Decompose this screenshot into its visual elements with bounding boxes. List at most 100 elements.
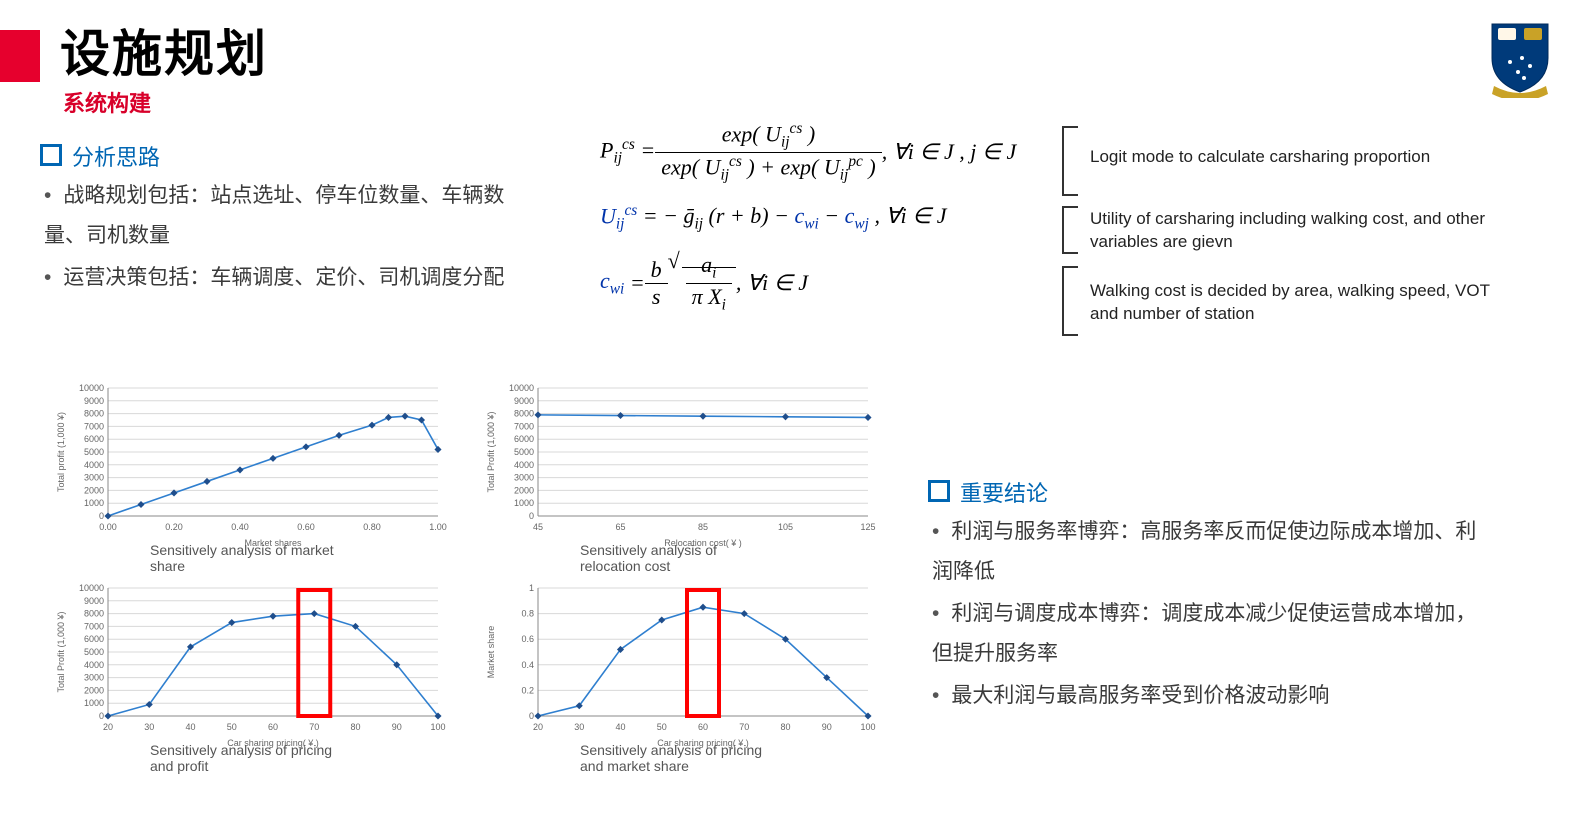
svg-text:0.6: 0.6 [521,634,534,644]
svg-text:50: 50 [227,722,237,732]
svg-text:Total Profit (1,000 ¥): Total Profit (1,000 ¥) [56,611,66,692]
svg-text:0.4: 0.4 [521,660,534,670]
chart-relocation-cost: 0 1000 2000 3000 4000 5000 6000 7000 8000 9000 100… [480,380,880,570]
formula-explain-2: Utility of carsharing including walking … [1090,208,1510,254]
svg-text:125: 125 [860,522,875,532]
svg-text:0: 0 [529,711,534,721]
svg-text:5000: 5000 [84,647,104,657]
formula-1: Pijcs = exp( Uijcs ) exp( Uijcs ) + exp(… [600,120,1060,184]
list-item: 利润与调度成本博弈：调度成本减少促使运营成本增加，但提升服务率 [932,594,1492,674]
svg-text:3000: 3000 [84,473,104,483]
svg-text:6000: 6000 [514,434,534,444]
svg-text:0.20: 0.20 [165,522,183,532]
accent-bar [0,30,40,82]
chart-pricing-profit: 0 1000 2000 3000 4000 5000 6000 7000 8000 9000 100… [50,580,450,770]
svg-text:1000: 1000 [84,698,104,708]
svg-text:0: 0 [99,711,104,721]
svg-text:8000: 8000 [84,409,104,419]
analysis-bullets: 战略规划包括：站点选址、停车位数量、车辆数量、司机数量 运营决策包括：车辆调度、… [44,176,524,300]
chart-market-share: 0 1000 2000 3000 4000 5000 6000 7000 8000 9000 100… [50,380,450,570]
svg-text:100: 100 [860,722,875,732]
svg-text:1: 1 [529,583,534,593]
svg-text:5000: 5000 [514,447,534,457]
list-item: 利润与服务率博弈：高服务率反而促使边际成本增加、利润降低 [932,512,1492,592]
svg-text:60: 60 [268,722,278,732]
svg-text:3000: 3000 [84,673,104,683]
svg-text:105: 105 [778,522,793,532]
bullet-square-icon [928,480,950,502]
svg-text:65: 65 [615,522,625,532]
svg-text:5000: 5000 [84,447,104,457]
svg-text:50: 50 [657,722,667,732]
formula-explain-1: Logit mode to calculate carsharing propo… [1090,146,1510,169]
svg-text:90: 90 [392,722,402,732]
svg-text:6000: 6000 [84,434,104,444]
svg-text:0.2: 0.2 [521,685,534,695]
bullet-square-icon [40,144,62,166]
formula-3: cwi = bs √ aiπ Xi , ∀i ∈ J [600,252,1060,314]
svg-text:0.8: 0.8 [521,609,534,619]
section-heading-analysis: 分析思路 [40,140,160,172]
svg-text:8000: 8000 [514,409,534,419]
svg-text:45: 45 [533,522,543,532]
svg-text:10000: 10000 [79,383,104,393]
svg-text:0: 0 [99,511,104,521]
svg-text:8000: 8000 [84,609,104,619]
svg-text:30: 30 [144,722,154,732]
svg-text:90: 90 [822,722,832,732]
svg-text:4000: 4000 [514,460,534,470]
page-subtitle: 系统构建 [63,86,151,118]
svg-text:3000: 3000 [514,473,534,483]
bracket-icon [1062,206,1078,254]
svg-text:4000: 4000 [84,660,104,670]
svg-text:2000: 2000 [84,685,104,695]
svg-text:20: 20 [103,722,113,732]
svg-text:9000: 9000 [84,396,104,406]
svg-text:Total profit (1,000 ¥): Total profit (1,000 ¥) [56,412,66,492]
chart-pricing-share: 00.20.40.60.812030405060708090100Car sha… [480,580,880,770]
svg-text:7000: 7000 [84,421,104,431]
conclusion-bullets: 利润与服务率博弈：高服务率反而促使边际成本增加、利润降低 利润与调度成本博弈：调… [932,512,1492,717]
svg-text:0.80: 0.80 [363,522,381,532]
svg-text:85: 85 [698,522,708,532]
formula-block: Pijcs = exp( Uijcs ) exp( Uijcs ) + exp(… [600,120,1060,332]
svg-text:0: 0 [529,511,534,521]
svg-text:9000: 9000 [84,596,104,606]
svg-text:30: 30 [574,722,584,732]
svg-text:2000: 2000 [84,485,104,495]
svg-text:40: 40 [185,722,195,732]
list-item: 最大利润与最高服务率受到价格波动影响 [932,676,1492,716]
svg-text:0.60: 0.60 [297,522,315,532]
university-crest-icon [1488,20,1552,98]
svg-text:2000: 2000 [514,485,534,495]
formula-explain-3: Walking cost is decided by area, walking… [1090,280,1510,326]
bracket-icon [1062,126,1078,196]
svg-text:6000: 6000 [84,634,104,644]
svg-text:7000: 7000 [514,421,534,431]
svg-text:70: 70 [739,722,749,732]
page-title: 设施规划 [60,14,268,86]
svg-text:80: 80 [780,722,790,732]
formula-2: Uijcs = − ḡij (r + b) − cwi − cwj , ∀i ∈… [600,202,1060,234]
charts-grid: 0100020003000400050006000700080009000100… [50,380,880,770]
svg-text:Market share: Market share [486,626,496,679]
svg-text:0.40: 0.40 [231,522,249,532]
svg-text:4000: 4000 [84,460,104,470]
svg-text:10000: 10000 [509,383,534,393]
section-heading-conclusions: 重要结论 [928,476,1048,508]
svg-text:40: 40 [615,722,625,732]
svg-text:60: 60 [698,722,708,732]
svg-text:7000: 7000 [84,621,104,631]
svg-text:20: 20 [533,722,543,732]
svg-text:1.00: 1.00 [429,522,447,532]
svg-text:70: 70 [309,722,319,732]
svg-text:Total Profit (1,000 ¥): Total Profit (1,000 ¥) [486,411,496,492]
svg-text:10000: 10000 [79,583,104,593]
svg-text:1000: 1000 [514,498,534,508]
list-item: 战略规划包括：站点选址、停车位数量、车辆数量、司机数量 [44,176,524,256]
svg-text:80: 80 [350,722,360,732]
svg-text:100: 100 [430,722,445,732]
svg-text:1000: 1000 [84,498,104,508]
svg-text:9000: 9000 [514,396,534,406]
bracket-icon [1062,266,1078,336]
